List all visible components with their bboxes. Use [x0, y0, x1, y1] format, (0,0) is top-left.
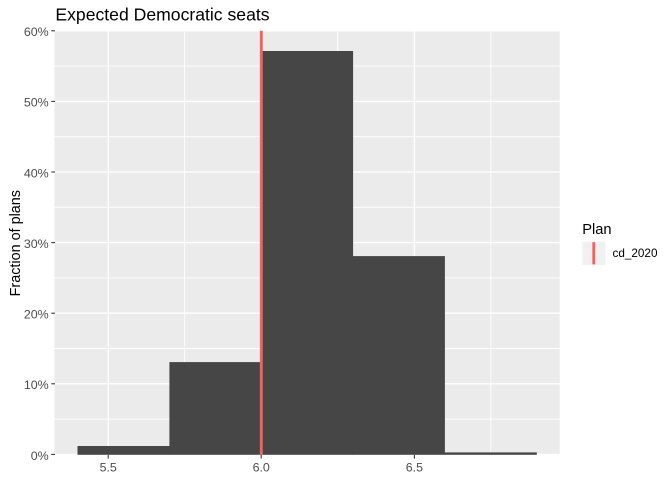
svg-text:6.0: 6.0 — [253, 460, 270, 474]
svg-text:30%: 30% — [24, 237, 49, 251]
svg-text:Fraction of plans: Fraction of plans — [8, 190, 24, 296]
svg-text:5.5: 5.5 — [100, 460, 117, 474]
svg-text:0%: 0% — [31, 449, 49, 463]
svg-text:6.5: 6.5 — [406, 460, 423, 474]
svg-text:10%: 10% — [24, 378, 49, 392]
svg-text:60%: 60% — [24, 25, 49, 39]
svg-text:Plan: Plan — [582, 222, 611, 238]
svg-text:cd_2020: cd_2020 — [613, 247, 658, 260]
svg-text:20%: 20% — [24, 308, 49, 322]
svg-text:40%: 40% — [24, 166, 49, 180]
svg-text:Expected Democratic seats: Expected Democratic seats — [55, 5, 269, 25]
svg-text:50%: 50% — [24, 96, 49, 110]
